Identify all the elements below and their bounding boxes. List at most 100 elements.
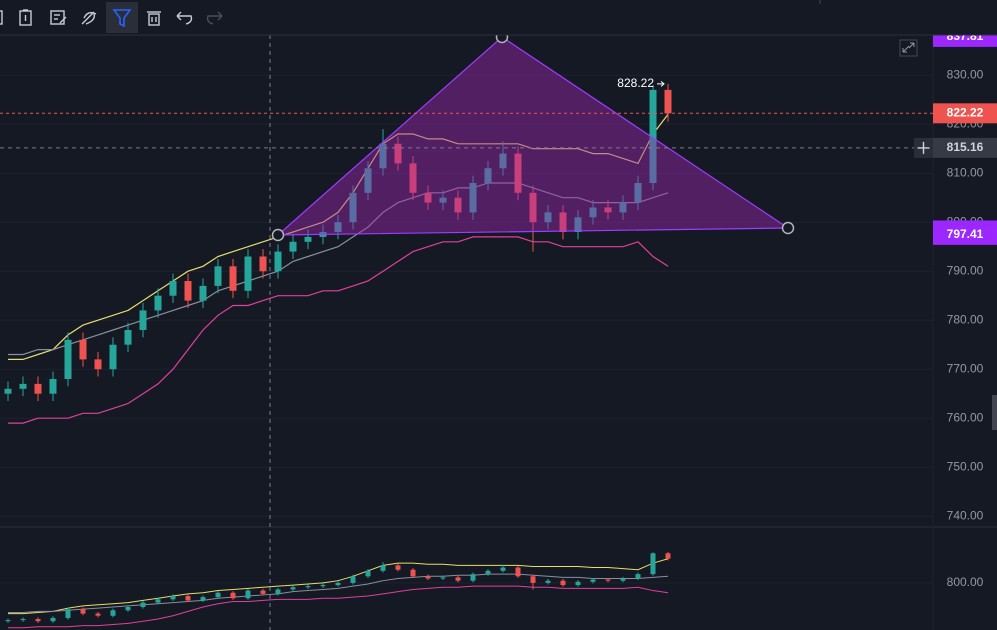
candle-body <box>454 197 462 213</box>
toolbar <box>0 0 997 36</box>
candle-body <box>4 388 12 394</box>
fullscreen-button[interactable] <box>899 39 918 57</box>
candle-body-lower-pane <box>200 597 206 601</box>
candle-body <box>34 383 42 394</box>
marker-price-label-bg <box>933 224 997 245</box>
side-panel-tab[interactable] <box>992 395 997 430</box>
candle-body-lower-pane <box>650 553 656 575</box>
crosshair-price-label: 815.16 <box>947 140 984 154</box>
candle-body-lower-pane <box>500 567 506 571</box>
candle-body <box>409 163 417 193</box>
candle-body <box>499 153 507 169</box>
candle-body-lower-pane <box>170 596 176 600</box>
y-tick-label: 790.00 <box>947 263 984 277</box>
icon-clipboard[interactable] <box>19 9 32 26</box>
candle-body <box>634 182 642 203</box>
y-tick-label: 830.00 <box>947 67 984 81</box>
candle-body-lower-pane <box>515 567 521 577</box>
candle-body-lower-pane <box>380 565 386 571</box>
y-tick-label: 760.00 <box>947 410 984 424</box>
candle-body <box>559 212 567 232</box>
candle-body <box>289 241 297 252</box>
candle-body-lower-pane <box>20 619 26 621</box>
high-arrow <box>657 81 665 87</box>
candle-body <box>664 89 672 114</box>
candle-body <box>439 197 447 203</box>
candle-body <box>244 256 252 291</box>
candle-body-lower-pane <box>230 592 236 599</box>
candle-body-lower-pane <box>80 609 86 614</box>
candle-body <box>514 153 522 193</box>
candle-body-lower-pane <box>305 586 311 588</box>
candle-body <box>109 344 117 370</box>
icon-square[interactable] <box>0 10 3 25</box>
band-line-lower-pane <box>8 585 669 629</box>
y-tick-label: 750.00 <box>947 459 984 473</box>
candle-body <box>274 251 282 272</box>
candle-body <box>199 285 207 301</box>
toolbar-bg <box>0 0 997 35</box>
high-annotation: 828.22 <box>617 76 654 90</box>
candle-body <box>49 379 57 394</box>
candle-body-lower-pane <box>335 582 341 586</box>
candle-body-lower-pane <box>260 590 266 594</box>
crosshair-plus <box>917 141 930 154</box>
triangle-handle <box>781 221 795 235</box>
candle-body-lower-pane <box>290 587 296 590</box>
candle-body <box>484 168 492 183</box>
candle-body <box>19 383 27 389</box>
last-price-label-bg <box>933 103 997 124</box>
candle-body <box>259 256 267 272</box>
candle-body <box>394 143 402 164</box>
candle-body <box>544 212 552 223</box>
candle-body-lower-pane <box>620 578 626 581</box>
candle-body <box>334 222 342 232</box>
y-tick-label: 740.00 <box>947 508 984 522</box>
candle-body-lower-pane <box>455 577 461 581</box>
icon-filter[interactable] <box>112 9 132 28</box>
y-tick-label: 770.00 <box>947 361 984 375</box>
crosshair-price-label-bg <box>933 137 997 158</box>
icon-trash[interactable] <box>147 11 161 26</box>
candle-body <box>529 192 537 223</box>
band-line-lower-pane <box>8 558 669 615</box>
candle-body <box>364 168 372 193</box>
candle-body-lower-pane <box>140 602 146 607</box>
candle-body <box>424 192 432 203</box>
candle-body-lower-pane <box>410 569 416 577</box>
marker-price-label: 797.41 <box>947 227 984 241</box>
candle-body-lower-pane <box>560 580 566 586</box>
y-tick-label: 800.00 <box>947 575 984 589</box>
candle-body <box>169 281 177 296</box>
candle-body <box>64 339 72 380</box>
icon-edit[interactable] <box>50 10 67 25</box>
icon-undo[interactable] <box>176 11 193 25</box>
candle-body <box>184 281 192 301</box>
candle-body <box>154 295 162 311</box>
candle-body-lower-pane <box>485 570 491 575</box>
candle-body-lower-pane <box>110 610 116 616</box>
candle-body-lower-pane <box>395 565 401 570</box>
triangle-drawing <box>276 36 790 236</box>
candle-body <box>574 217 582 232</box>
band-line <box>8 182 669 356</box>
icon-magnet[interactable] <box>81 11 97 25</box>
candle-body-lower-pane <box>5 620 11 622</box>
candle-body-lower-pane <box>185 596 191 601</box>
candle-body <box>589 207 597 218</box>
candle-body <box>379 143 387 169</box>
candle-body-lower-pane <box>590 579 596 582</box>
candle-body <box>304 236 312 242</box>
candle-body <box>604 207 612 213</box>
candle-body-lower-pane <box>425 576 431 579</box>
candle-body-lower-pane <box>530 576 536 583</box>
candle-body-lower-pane <box>575 581 581 586</box>
candle-body <box>619 202 627 213</box>
candle-body <box>124 330 132 345</box>
y-tick-label: 780.00 <box>947 312 984 326</box>
icon-redo[interactable] <box>206 11 223 25</box>
active-tool-bg[interactable] <box>106 2 138 33</box>
candle-body <box>94 359 102 370</box>
